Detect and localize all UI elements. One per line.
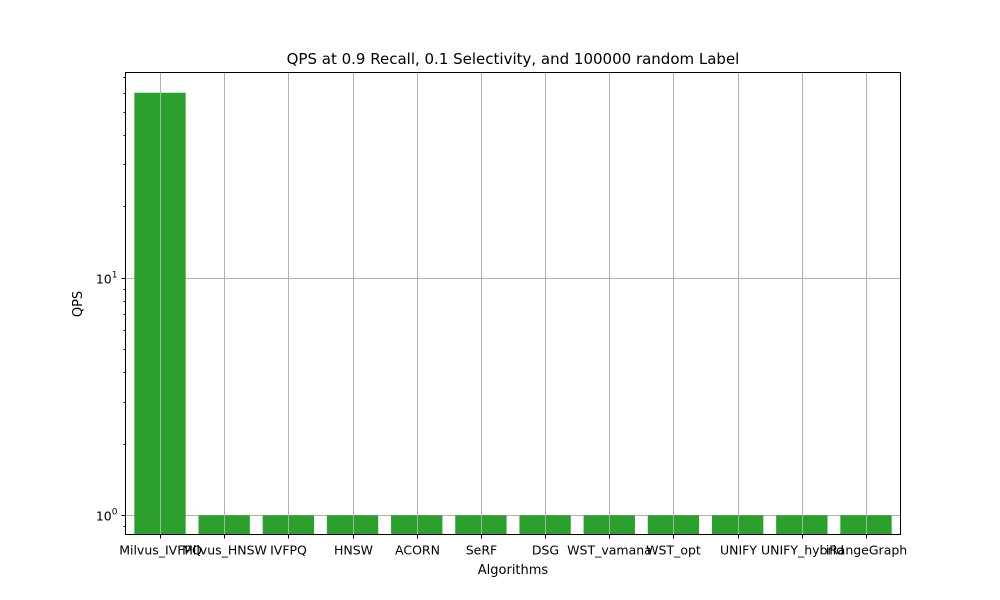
x-axis-label: Algorithms bbox=[478, 563, 549, 578]
x-tick-label: iRangeGraph bbox=[826, 543, 907, 558]
grid-vertical-layer bbox=[160, 72, 867, 535]
x-tick-label: IVFPQ bbox=[270, 543, 307, 558]
grid-layer bbox=[125, 278, 901, 516]
x-tick-label: Milvus_IVFPQ bbox=[119, 543, 202, 558]
x-tick-label: ACORN bbox=[395, 543, 440, 558]
plot-frame bbox=[125, 72, 901, 535]
x-tick-label: DSG bbox=[532, 543, 559, 558]
bar-layer bbox=[134, 92, 892, 535]
bar bbox=[326, 515, 379, 535]
chart-title: QPS at 0.9 Recall, 0.1 Selectivity, and … bbox=[287, 50, 740, 68]
x-tick-label: UNIFY bbox=[720, 543, 757, 558]
y-axis-label: QPS bbox=[71, 291, 86, 317]
y-tick-label: 101 bbox=[96, 271, 118, 287]
x-tick-label: SeRF bbox=[466, 543, 498, 558]
x-tick-label: WST_opt bbox=[646, 543, 701, 558]
x-tick-label: HNSW bbox=[334, 543, 373, 558]
x-tick-label: UNIFY_hybrid bbox=[761, 543, 844, 558]
x-tick-label: Milvus_HNSW bbox=[182, 543, 267, 558]
bar bbox=[455, 515, 507, 535]
x-tick-label: WST_vamana bbox=[567, 543, 652, 558]
bar bbox=[776, 515, 828, 535]
y-tick-label: 100 bbox=[96, 508, 118, 524]
bar bbox=[711, 515, 764, 535]
bar bbox=[391, 515, 443, 535]
